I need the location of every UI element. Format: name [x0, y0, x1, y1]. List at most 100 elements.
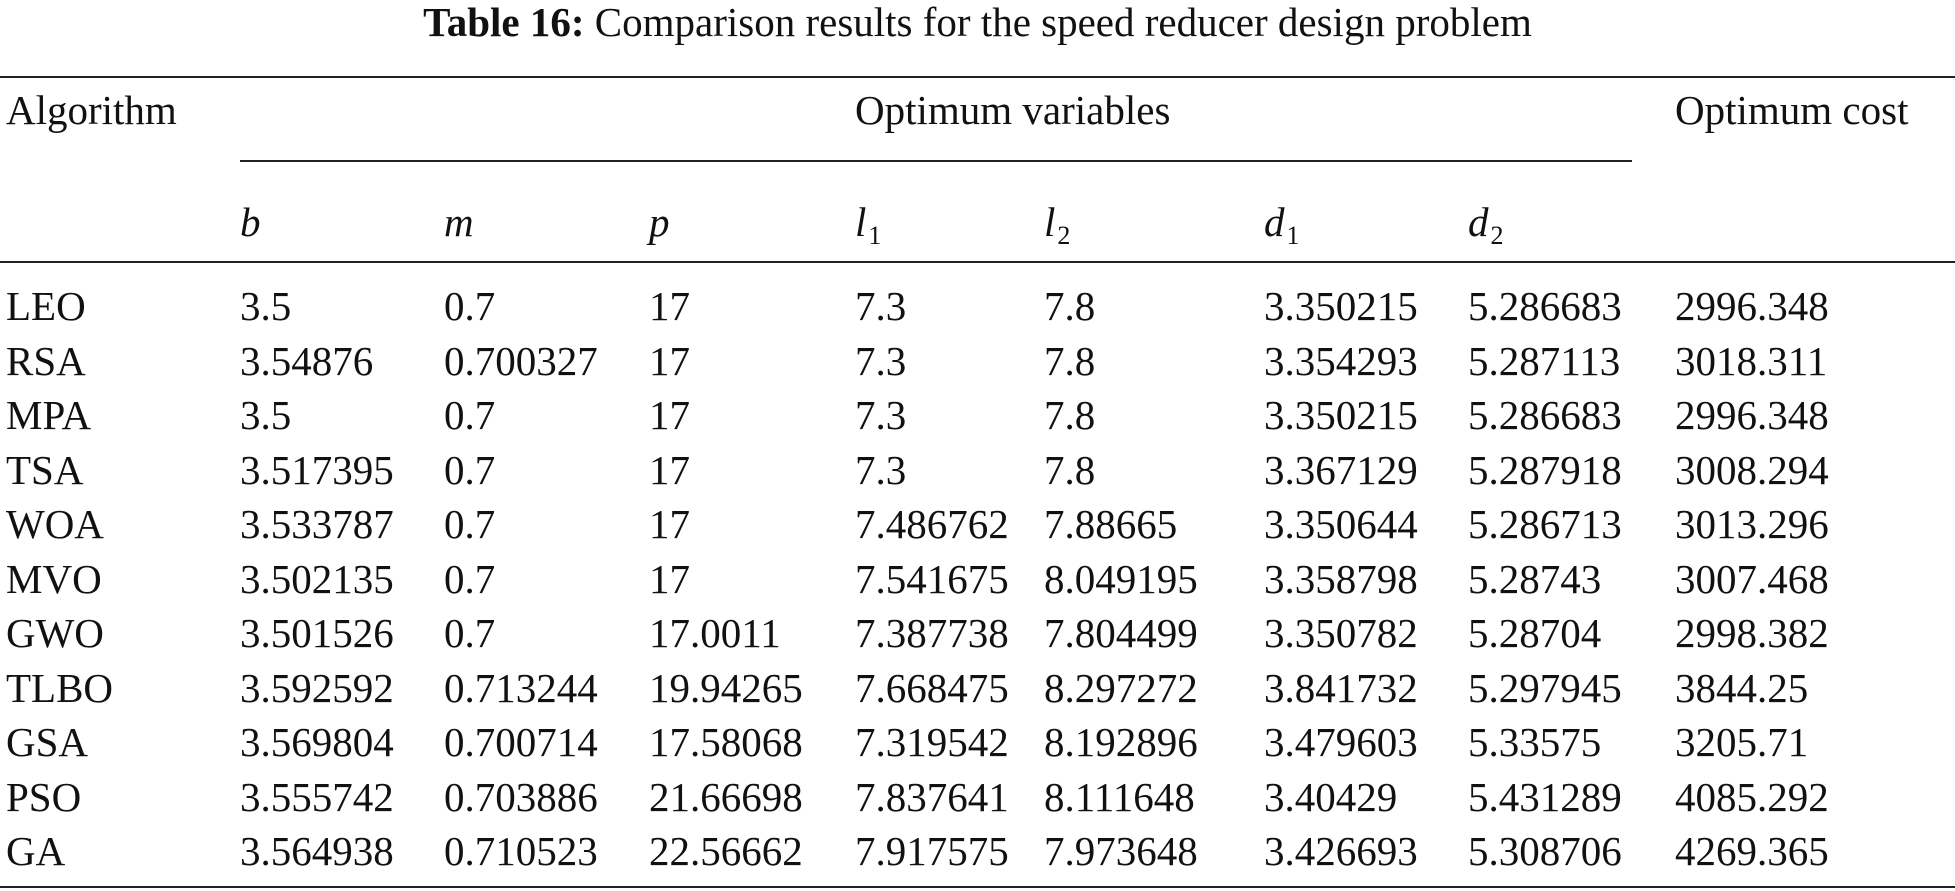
variable-header: l2: [1044, 200, 1070, 258]
value-cell: 3.40429: [1264, 774, 1398, 820]
value-cell: 3.358798: [1264, 556, 1418, 602]
header-optimum-variables: Optimum variables: [855, 87, 1171, 133]
algorithm-cell: GSA: [6, 719, 89, 765]
cost-cell: 3018.311: [1675, 338, 1828, 384]
value-cell: 7.3: [855, 447, 907, 493]
algorithm-cell: PSO: [6, 774, 82, 820]
cost-cell: 3844.25: [1675, 665, 1809, 711]
value-cell: 3.350215: [1264, 283, 1418, 329]
value-cell: 0.710523: [444, 828, 598, 874]
value-cell: 5.308706: [1468, 828, 1622, 874]
cost-cell: 3205.71: [1675, 719, 1809, 765]
variable-header: d1: [1264, 200, 1300, 258]
value-cell: 5.297945: [1468, 665, 1622, 711]
cost-cell: 4085.292: [1675, 774, 1829, 820]
variable-subscript: 1: [1286, 221, 1300, 250]
value-cell: 0.7: [444, 556, 496, 602]
variable-symbol: m: [444, 199, 474, 245]
value-cell: 7.8: [1044, 338, 1096, 384]
value-cell: 5.287113: [1468, 338, 1621, 384]
value-cell: 3.501526: [240, 610, 394, 656]
value-cell: 3.350782: [1264, 610, 1418, 656]
value-cell: 0.713244: [444, 665, 598, 711]
value-cell: 7.541675: [855, 556, 1009, 602]
value-cell: 5.28704: [1468, 610, 1602, 656]
algorithm-cell: MPA: [6, 392, 92, 438]
value-cell: 17.0011: [649, 610, 781, 656]
value-cell: 7.3: [855, 392, 907, 438]
value-cell: 3.517395: [240, 447, 394, 493]
algorithm-cell: RSA: [6, 338, 86, 384]
value-cell: 7.387738: [855, 610, 1009, 656]
value-cell: 5.287918: [1468, 447, 1622, 493]
table-caption-text: Comparison results for the speed reducer…: [594, 0, 1532, 45]
value-cell: 7.668475: [855, 665, 1009, 711]
variables-group-rule: [240, 160, 1632, 162]
value-cell: 3.502135: [240, 556, 394, 602]
value-cell: 7.486762: [855, 501, 1009, 547]
value-cell: 3.569804: [240, 719, 394, 765]
value-cell: 0.700714: [444, 719, 598, 765]
header-algorithm: Algorithm: [6, 87, 177, 133]
value-cell: 3.555742: [240, 774, 394, 820]
value-cell: 5.33575: [1468, 719, 1602, 765]
value-cell: 3.350215: [1264, 392, 1418, 438]
variable-subscript: 1: [868, 221, 882, 250]
variable-symbol: d: [1264, 199, 1285, 245]
variable-symbol: d: [1468, 199, 1489, 245]
variable-header: m: [444, 200, 474, 244]
value-cell: 7.8: [1044, 392, 1096, 438]
value-cell: 21.66698: [649, 774, 803, 820]
cost-cell: 2998.382: [1675, 610, 1829, 656]
value-cell: 7.8: [1044, 447, 1096, 493]
value-cell: 7.319542: [855, 719, 1009, 765]
value-cell: 8.192896: [1044, 719, 1198, 765]
value-cell: 17: [649, 447, 690, 493]
top-rule: [0, 76, 1955, 78]
value-cell: 5.286713: [1468, 501, 1622, 547]
table-caption-label: Table 16:: [423, 0, 585, 45]
value-cell: 17: [649, 556, 690, 602]
value-cell: 17: [649, 283, 690, 329]
value-cell: 3.841732: [1264, 665, 1418, 711]
header-optimum-cost: Optimum cost: [1675, 87, 1909, 133]
variable-subscript: 2: [1490, 221, 1504, 250]
value-cell: 7.3: [855, 338, 907, 384]
value-cell: 17: [649, 501, 690, 547]
variable-header: l1: [855, 200, 881, 258]
value-cell: 0.7: [444, 501, 496, 547]
cost-cell: 2996.348: [1675, 283, 1829, 329]
algorithm-cell: WOA: [6, 501, 104, 547]
value-cell: 5.286683: [1468, 283, 1622, 329]
value-cell: 8.111648: [1044, 774, 1195, 820]
value-cell: 3.350644: [1264, 501, 1418, 547]
algorithm-cell: TLBO: [6, 665, 114, 711]
value-cell: 3.367129: [1264, 447, 1418, 493]
value-cell: 5.28743: [1468, 556, 1602, 602]
algorithm-cell: MVO: [6, 556, 102, 602]
value-cell: 8.297272: [1044, 665, 1198, 711]
variable-subscript: 2: [1057, 221, 1071, 250]
value-cell: 3.426693: [1264, 828, 1418, 874]
value-cell: 0.7: [444, 283, 496, 329]
value-cell: 3.54876: [240, 338, 374, 384]
value-cell: 7.973648: [1044, 828, 1198, 874]
value-cell: 8.049195: [1044, 556, 1198, 602]
value-cell: 3.564938: [240, 828, 394, 874]
value-cell: 3.5: [240, 392, 292, 438]
cost-cell: 3008.294: [1675, 447, 1829, 493]
cost-cell: 3007.468: [1675, 556, 1829, 602]
value-cell: 0.7: [444, 392, 496, 438]
variable-header: b: [240, 200, 261, 244]
value-cell: 5.286683: [1468, 392, 1622, 438]
value-cell: 7.837641: [855, 774, 1009, 820]
algorithm-cell: GA: [6, 828, 66, 874]
value-cell: 3.479603: [1264, 719, 1418, 765]
variable-symbol: l: [855, 199, 867, 245]
bottom-rule: [0, 886, 1955, 888]
value-cell: 19.94265: [649, 665, 803, 711]
table-caption: Table 16: Comparison results for the spe…: [0, 0, 1955, 44]
variable-symbol: b: [240, 199, 261, 245]
algorithm-cell: GWO: [6, 610, 104, 656]
variable-symbol: l: [1044, 199, 1056, 245]
